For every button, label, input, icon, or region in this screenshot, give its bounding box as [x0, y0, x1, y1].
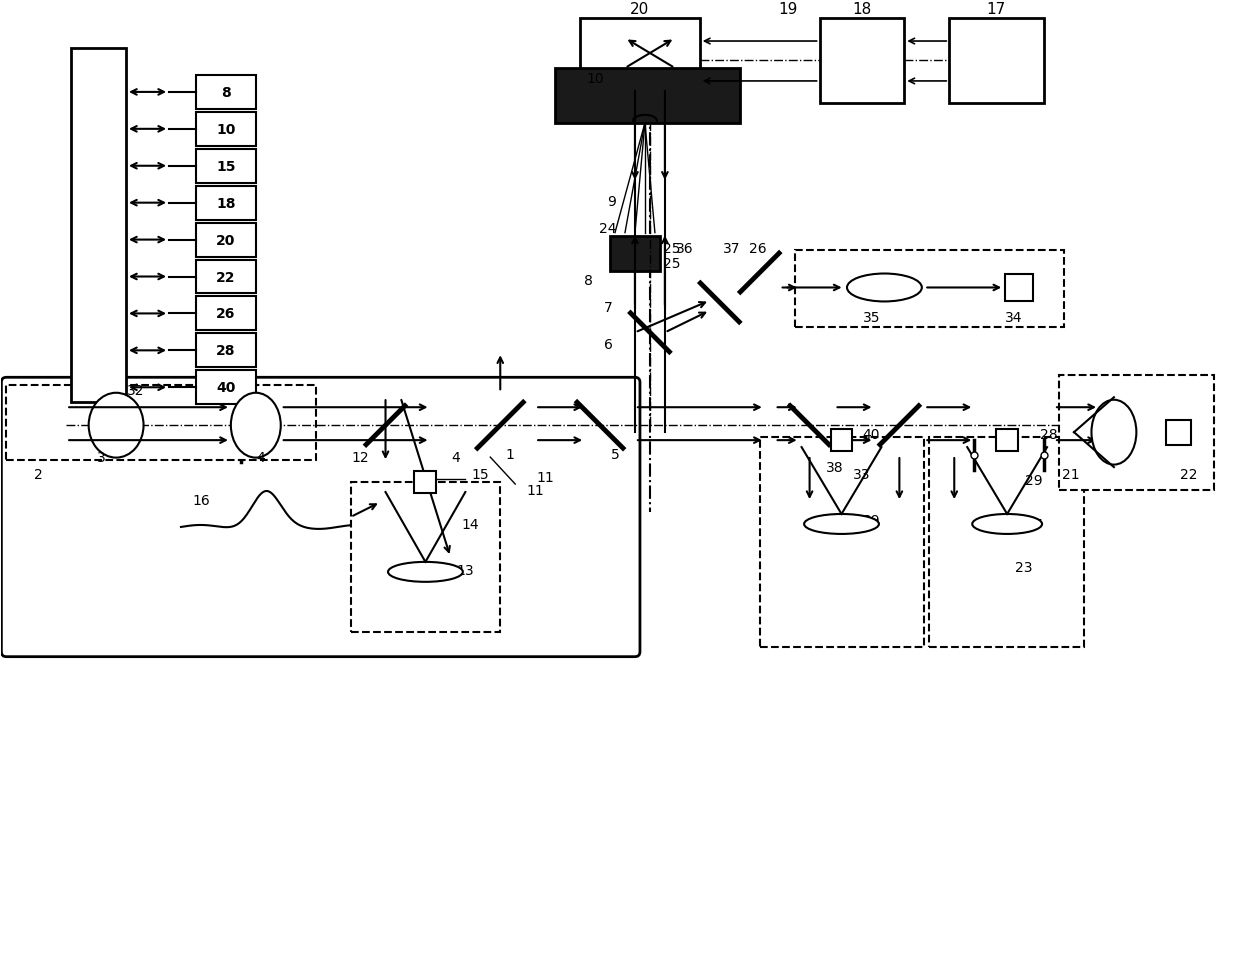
Bar	[196, 334, 255, 368]
Text: 34: 34	[1006, 311, 1023, 325]
Text: 4: 4	[451, 451, 460, 464]
Text: 8: 8	[221, 86, 231, 100]
Text: 38: 38	[826, 460, 843, 475]
Text: 27: 27	[1025, 517, 1043, 531]
Text: 28: 28	[1040, 428, 1058, 442]
Text: 32: 32	[128, 383, 145, 398]
Text: 10: 10	[216, 123, 236, 136]
Bar	[820, 19, 904, 104]
Text: 20: 20	[216, 234, 236, 247]
Text: 18: 18	[216, 196, 236, 210]
Text: 36: 36	[676, 241, 693, 256]
Text: 22: 22	[1180, 468, 1198, 481]
Text: 9: 9	[608, 194, 616, 209]
Text: 1: 1	[506, 448, 515, 461]
Bar	[580, 19, 699, 88]
Text: 4: 4	[257, 451, 265, 464]
Bar	[196, 223, 255, 258]
Bar	[131, 398, 138, 453]
Bar	[760, 437, 924, 647]
Text: 10: 10	[587, 72, 604, 86]
Ellipse shape	[972, 514, 1042, 534]
Text: 11: 11	[536, 471, 554, 484]
Bar	[11, 403, 66, 448]
Bar	[196, 112, 255, 147]
Bar	[196, 297, 255, 331]
Bar	[196, 76, 255, 110]
Text: 26: 26	[749, 241, 766, 256]
Text: 40: 40	[863, 428, 880, 442]
Bar	[795, 250, 1064, 328]
Bar	[196, 371, 255, 405]
Ellipse shape	[847, 274, 921, 302]
Bar	[556, 69, 740, 124]
Bar	[196, 186, 255, 220]
Bar	[1167, 420, 1192, 445]
Text: 39: 39	[863, 513, 880, 528]
Text: 20: 20	[630, 2, 650, 16]
Text: 12: 12	[352, 451, 370, 464]
Bar	[196, 150, 255, 184]
Text: 25: 25	[663, 241, 681, 256]
Bar	[196, 260, 255, 294]
Text: 19: 19	[777, 2, 797, 16]
Text: 7: 7	[604, 301, 613, 315]
Bar	[71, 49, 126, 403]
Text: 22: 22	[216, 270, 236, 284]
Ellipse shape	[388, 562, 463, 582]
Text: 15: 15	[471, 468, 489, 481]
Text: 26: 26	[216, 308, 236, 321]
Bar	[831, 430, 852, 452]
Ellipse shape	[89, 393, 144, 458]
Text: 28: 28	[216, 344, 236, 357]
Bar	[996, 430, 1018, 452]
Text: 23: 23	[1016, 560, 1033, 575]
Text: 40: 40	[216, 381, 236, 395]
Text: 2: 2	[33, 468, 42, 481]
Text: 13: 13	[456, 563, 474, 578]
Bar	[1059, 376, 1214, 490]
Text: 11: 11	[526, 483, 544, 498]
Bar	[610, 236, 660, 271]
Bar	[414, 472, 436, 494]
Bar	[950, 19, 1044, 104]
Ellipse shape	[804, 514, 879, 534]
Bar	[6, 386, 316, 460]
Text: 33: 33	[853, 468, 870, 481]
Text: 5: 5	[610, 448, 620, 461]
Text: 29: 29	[1025, 474, 1043, 487]
Bar	[1006, 274, 1033, 302]
Text: 18: 18	[852, 2, 870, 16]
Bar	[351, 482, 500, 632]
FancyBboxPatch shape	[1, 378, 640, 657]
Text: 35: 35	[863, 311, 880, 325]
Bar	[929, 437, 1084, 647]
Text: 17: 17	[987, 2, 1006, 16]
Text: 16: 16	[192, 494, 210, 507]
Text: 25: 25	[663, 257, 681, 270]
Ellipse shape	[231, 393, 280, 458]
Ellipse shape	[1091, 401, 1136, 465]
Text: 37: 37	[723, 241, 740, 256]
Text: 6: 6	[604, 338, 613, 352]
Text: 14: 14	[461, 517, 479, 531]
Text: 21: 21	[1063, 468, 1080, 481]
Text: 24: 24	[599, 221, 616, 235]
Text: 15: 15	[216, 160, 236, 174]
Text: 3: 3	[97, 451, 105, 464]
Text: 8: 8	[584, 274, 593, 288]
